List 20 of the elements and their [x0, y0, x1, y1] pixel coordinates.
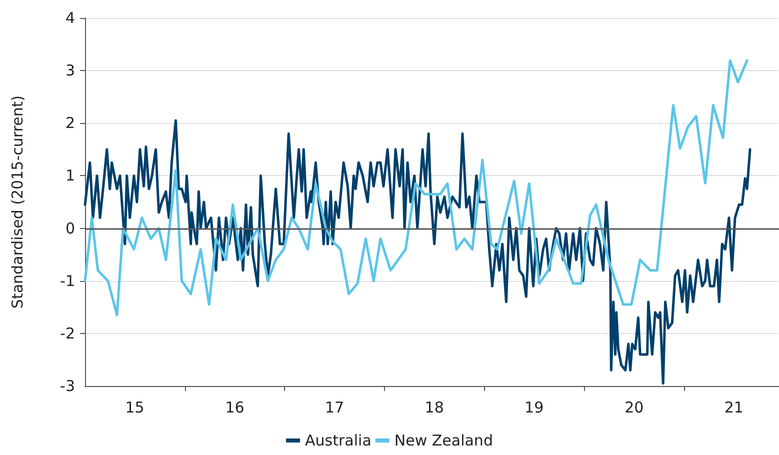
line-series	[84, 119, 752, 385]
y-tick-label: 4	[65, 9, 75, 27]
y-tick-label: 2	[65, 114, 75, 132]
x-tick-label: 15	[125, 398, 144, 416]
y-tick-label: -2	[60, 324, 75, 342]
y-tick-label: -1	[60, 272, 75, 290]
y-axis-title: Standardised (2015-current)	[8, 95, 26, 309]
x-tick-label: 17	[325, 398, 344, 416]
y-tick-label: -3	[60, 377, 75, 395]
x-tick-label: 16	[225, 398, 244, 416]
x-tick-label: 21	[724, 398, 744, 416]
y-tick-label: 0	[65, 219, 75, 238]
x-tick-label: 18	[424, 398, 444, 416]
legend-label: Australia	[305, 432, 372, 450]
line-series	[84, 59, 748, 316]
x-tick-label: 19	[524, 398, 544, 416]
x-tick-label: 20	[624, 398, 644, 416]
y-tick-label: 3	[65, 62, 75, 80]
y-tick-label: 1	[65, 166, 75, 185]
legend-label: New Zealand	[394, 432, 493, 450]
